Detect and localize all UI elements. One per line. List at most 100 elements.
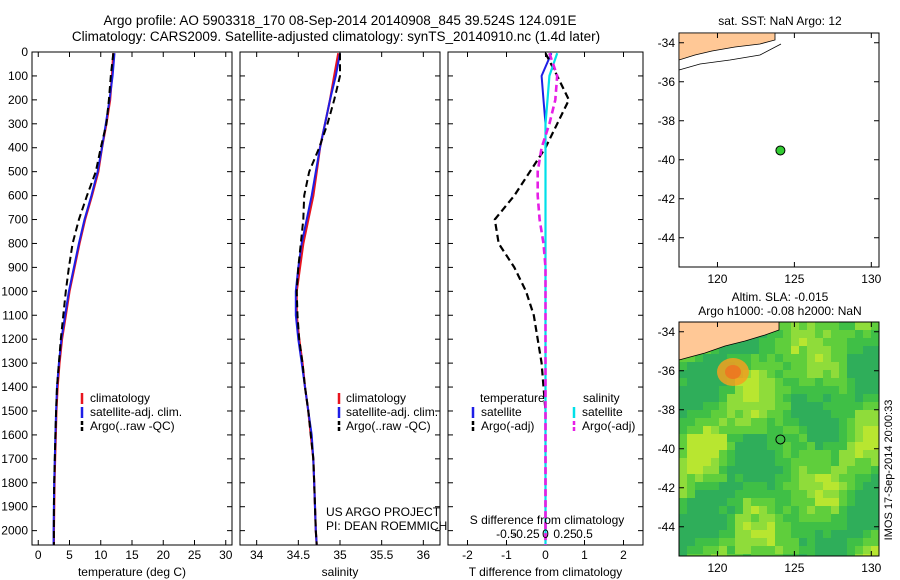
sla-cell <box>751 370 759 378</box>
sla-cell <box>735 442 743 450</box>
sla-cell <box>703 362 711 370</box>
sla-cell <box>759 450 767 458</box>
sla-cell <box>831 506 839 514</box>
sla-cell <box>807 402 815 410</box>
sla-cell <box>775 474 783 482</box>
y-tick-label: 800 <box>8 236 28 250</box>
sla-cell <box>799 322 807 330</box>
sla-cell <box>799 530 807 538</box>
x-tick-label: 10 <box>94 548 108 562</box>
sla-cell <box>791 466 799 474</box>
sla-cell <box>839 450 847 458</box>
sla-cell <box>687 354 695 362</box>
sla-cell <box>791 498 799 506</box>
sla-cell <box>743 554 751 556</box>
y-tick-label: 100 <box>8 69 28 83</box>
sla-cell <box>791 386 799 394</box>
sla-cell <box>823 386 831 394</box>
sla-cell <box>743 442 751 450</box>
sla-cell <box>823 370 831 378</box>
sla-cell <box>783 450 791 458</box>
sla-cell <box>839 442 847 450</box>
sla-cell <box>751 466 759 474</box>
sla-cell <box>855 546 863 554</box>
sla-cell <box>775 450 783 458</box>
sla-cell <box>695 474 703 482</box>
sla-cell <box>679 378 687 386</box>
sla-cell <box>687 426 695 434</box>
sla-cell <box>719 530 727 538</box>
y-tick-label: -42 <box>658 481 676 495</box>
sla-cell <box>799 506 807 514</box>
sla-cell <box>791 338 799 346</box>
sla-cell <box>839 394 847 402</box>
sla-cell <box>695 370 703 378</box>
sla-cell <box>727 346 735 354</box>
sla-cell <box>679 498 687 506</box>
sla-cell <box>711 450 719 458</box>
y-tick-label: 700 <box>8 213 28 227</box>
sla-cell <box>831 530 839 538</box>
sla-cell <box>703 514 711 522</box>
legend-label-climatology: climatology <box>346 391 406 405</box>
sla-cell <box>775 426 783 434</box>
sla-cell <box>863 418 871 426</box>
sla-cell <box>703 498 711 506</box>
x-tick-label: 1 <box>581 548 588 562</box>
sla-cell <box>863 370 871 378</box>
temperature-legend: climatology satellite-adj. clim. Argo(..… <box>80 391 182 433</box>
sla-cell <box>823 330 831 338</box>
sla-cell <box>823 498 831 506</box>
sla-cell <box>695 402 703 410</box>
sla-cell <box>831 482 839 490</box>
sla-cell <box>751 378 759 386</box>
sla-cell <box>791 362 799 370</box>
sla-cell <box>727 354 735 362</box>
sla-cell <box>767 410 775 418</box>
sla-cell <box>727 474 735 482</box>
sla-cell <box>775 354 783 362</box>
sla-cell <box>687 362 695 370</box>
sla-cell <box>703 522 711 530</box>
sla-cell <box>711 538 719 546</box>
sla-cell <box>695 418 703 426</box>
sla-cell <box>839 386 847 394</box>
sla-cell <box>679 546 687 554</box>
sla-cell <box>687 418 695 426</box>
sst-map-axes: -34 -36 -38 -40 -42 -44 120 125 130 <box>658 33 882 286</box>
legend-head-salinity: salinity <box>583 391 620 405</box>
legend-label-argo: Argo(..raw -QC) <box>346 419 431 433</box>
sla-cell <box>711 378 719 386</box>
sla-cell <box>735 410 743 418</box>
sla-cell <box>767 466 775 474</box>
sla-cell <box>703 458 711 466</box>
sla-cell <box>815 482 823 490</box>
sla-cell <box>719 402 727 410</box>
x-tick-label: 130 <box>861 272 881 286</box>
sla-cell <box>855 474 863 482</box>
sla-cell <box>847 450 855 458</box>
sla-cell <box>743 474 751 482</box>
sla-cell <box>799 370 807 378</box>
sla-cell <box>807 498 815 506</box>
sla-cell <box>735 490 743 498</box>
sla-cell <box>743 538 751 546</box>
x-tick-label: 125 <box>784 561 804 575</box>
sla-cell <box>695 530 703 538</box>
sla-cell <box>815 426 823 434</box>
x-axis-label: T difference from climatology <box>469 565 623 579</box>
sla-cell <box>815 338 823 346</box>
sla-cell <box>735 402 743 410</box>
sla-cell <box>743 530 751 538</box>
sla-cell <box>791 450 799 458</box>
sla-cell <box>695 426 703 434</box>
sla-cell <box>823 434 831 442</box>
sla-cell <box>823 378 831 386</box>
sla-cell <box>679 482 687 490</box>
salinity-panel: 34 34.5 35 35.5 36 salinity <box>239 51 441 579</box>
sla-cell <box>767 386 775 394</box>
sla-cell <box>727 418 735 426</box>
sla-cell <box>871 346 879 354</box>
sla-cell <box>735 506 743 514</box>
sla-cell <box>719 554 727 556</box>
